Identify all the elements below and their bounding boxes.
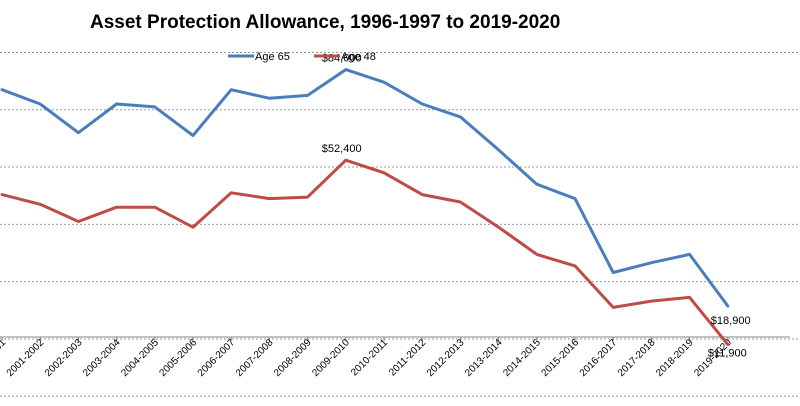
x-tick-label: 2017-2018 — [616, 337, 658, 379]
gridlines — [0, 51, 800, 397]
x-tick-label: 2012-2013 — [425, 337, 467, 379]
x-tick-label: 2006-2007 — [196, 337, 238, 379]
x-tick-label: 2010-2011 — [349, 337, 390, 378]
x-tick-label: 2002-2003 — [43, 337, 85, 379]
legend-label: Age 65 — [255, 51, 290, 63]
x-tick-label: 2015-2016 — [540, 337, 582, 379]
x-tick-label: 2009-2010 — [310, 337, 352, 379]
x-tick-label: 2001-2002 — [5, 337, 47, 379]
x-tick-label: 2007-2008 — [234, 337, 276, 379]
x-tick-label: 2016-2017 — [578, 337, 620, 379]
legend: Age 65 Age 48 — [228, 51, 376, 63]
chart-title: Asset Protection Allowance, 1996-1997 to… — [90, 12, 561, 33]
x-axis: 2000-20012001-20022002-20032003-20042004… — [0, 337, 734, 379]
data-label: $11,900 — [708, 347, 747, 359]
data-label: $18,900 — [711, 315, 751, 327]
x-tick-label: 2011-2012 — [387, 337, 428, 378]
series-line-age-65 — [0, 68, 730, 308]
x-tick-label: 2004-2005 — [119, 337, 161, 379]
x-tick-label: 2018-2019 — [654, 337, 696, 379]
data-labels: $84,000$52,400$18,900$11,900 — [322, 53, 751, 360]
x-tick-label: 2014-2015 — [501, 337, 543, 379]
x-tick-label: 2003-2004 — [81, 337, 123, 379]
data-label: $52,400 — [322, 143, 362, 155]
legend-label: Age 48 — [341, 51, 376, 63]
x-tick-label: 2005-2006 — [158, 337, 200, 379]
x-tick-label: 2013-2014 — [463, 337, 505, 379]
x-tick-label: 2008-2009 — [272, 337, 314, 379]
series-lines — [0, 68, 730, 346]
series-line-age-48 — [0, 158, 730, 346]
